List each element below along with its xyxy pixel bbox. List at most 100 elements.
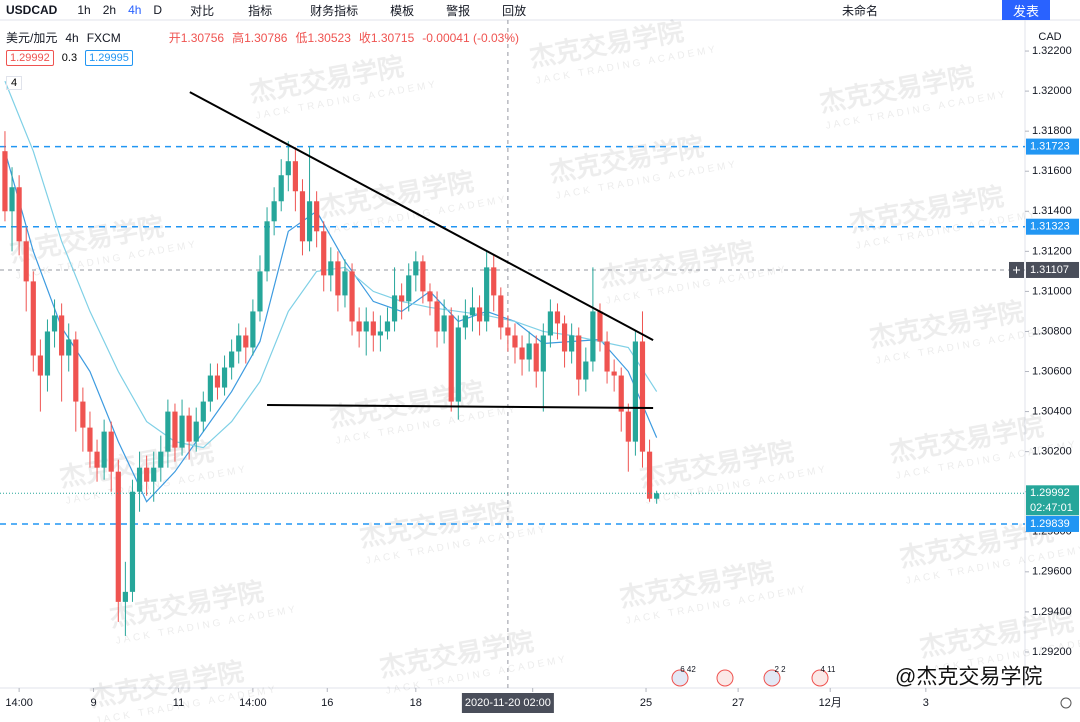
level-box — [1026, 138, 1079, 155]
candle-body — [632, 341, 639, 442]
interval[interactable]: 2h — [102, 3, 117, 17]
event-icon — [716, 669, 734, 687]
templates[interactable]: 模板 — [390, 3, 415, 18]
open: 开1.30756 — [168, 31, 225, 45]
candle-body — [519, 347, 525, 360]
low: 低1.30523 — [295, 31, 351, 45]
candle-body — [654, 493, 660, 499]
last-price-label: 1.29992 — [1030, 487, 1070, 499]
y-tick-label: 1.31200 — [1032, 245, 1072, 257]
candle-body — [250, 311, 256, 348]
level-label: 1.31323 — [1030, 221, 1070, 233]
candle-body — [144, 467, 150, 482]
change: -0.00041 (-0.03%) — [422, 30, 519, 45]
moving-average — [4, 151, 658, 503]
crosshair-y-label: 1.31107 — [1030, 264, 1069, 276]
candle-body — [618, 375, 624, 412]
candle-body — [434, 301, 440, 332]
candle-body — [625, 411, 631, 442]
candle-body — [370, 321, 376, 336]
x-tick-label: 12月 — [819, 697, 842, 709]
indicators[interactable]: 指标 — [248, 3, 273, 18]
candle-body — [363, 321, 369, 332]
crosshair-plus — [1013, 266, 1020, 274]
countdown: 02:47:01 — [1030, 502, 1073, 514]
financials[interactable]: 财务指标 — [310, 3, 359, 18]
candle-body — [349, 271, 355, 322]
candle-body — [413, 261, 419, 276]
bid[interactable]: 1.29992 — [6, 50, 54, 66]
level-box — [1026, 515, 1079, 532]
x-tick-label: 25 — [640, 697, 652, 709]
candle-body — [391, 295, 398, 322]
alerts[interactable]: 警报 — [446, 3, 471, 18]
interval[interactable]: D — [153, 3, 163, 17]
y-tick-label: 1.32000 — [1032, 85, 1072, 97]
y-tick-label: 1.31400 — [1032, 205, 1072, 217]
candle-body — [590, 311, 596, 362]
candle-body — [299, 191, 306, 242]
y-tick-label: 1.31000 — [1032, 285, 1072, 297]
settings-icon — [1060, 697, 1072, 709]
candle-body — [491, 267, 497, 296]
level-label: 1.31723 — [1030, 140, 1070, 152]
symbol[interactable]: USDCAD — [6, 3, 58, 17]
candle-body — [2, 151, 8, 212]
candle-body — [533, 343, 539, 372]
candle-body — [427, 291, 433, 302]
candle-body — [611, 371, 617, 376]
candle-body — [569, 335, 575, 352]
layout-name[interactable]: 未命名 — [842, 3, 879, 18]
x-tick-label: 27 — [732, 697, 744, 709]
candle-body — [561, 323, 568, 352]
y-tick-label: 1.30400 — [1032, 405, 1072, 417]
candle-body — [271, 201, 277, 222]
publish-button[interactable]: 发表 — [1002, 0, 1050, 20]
indicator-toggle[interactable]: 4 — [6, 76, 23, 90]
candle-body — [229, 351, 235, 368]
compare[interactable]: 对比 — [190, 3, 215, 18]
candle-body — [214, 375, 221, 388]
replay[interactable]: 回放 — [502, 3, 527, 18]
crosshair-y-box — [1026, 261, 1079, 278]
candle-body — [94, 451, 100, 468]
close: 收1.30715 — [358, 31, 415, 45]
interval[interactable]: 4h — [128, 3, 142, 17]
interval[interactable]: 1h — [77, 3, 91, 17]
trendline — [267, 403, 654, 409]
y-tick-label: 1.31800 — [1032, 125, 1072, 137]
candle-body — [172, 411, 178, 448]
candle-body — [321, 231, 327, 276]
event-icon — [811, 669, 829, 687]
candle-body — [512, 335, 518, 348]
candle-body — [23, 241, 29, 282]
candle-body — [16, 187, 22, 242]
candle-body — [257, 271, 263, 312]
candle-body — [292, 161, 298, 192]
candle-body — [37, 355, 43, 376]
currency: CAD — [1038, 31, 1061, 43]
x-tick-label: 11 — [173, 697, 184, 709]
event-count: 2 2 — [774, 665, 786, 674]
y-tick-label: 1.29600 — [1032, 566, 1072, 578]
candle-body — [328, 261, 334, 276]
ask[interactable]: 1.29995 — [85, 50, 133, 66]
event-count: 4 11 — [821, 665, 837, 674]
trendline — [189, 91, 654, 341]
candle-body — [576, 335, 582, 380]
candle-body — [547, 311, 553, 336]
candle-body — [597, 311, 603, 342]
candle-body — [115, 471, 121, 602]
indicator-count: 4 — [11, 77, 18, 89]
candle-body — [87, 427, 93, 452]
candle-body — [30, 281, 36, 356]
